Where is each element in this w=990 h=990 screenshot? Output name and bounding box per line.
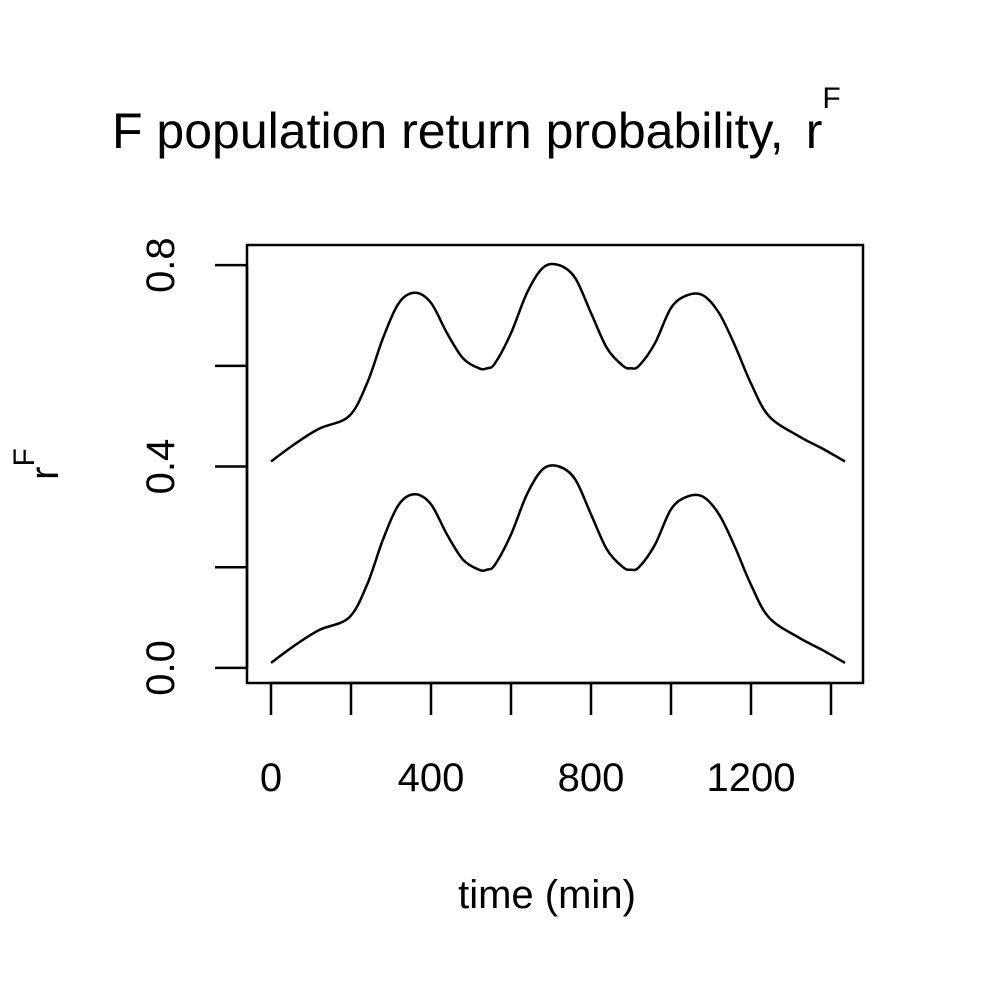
x-tick-label: 400 (398, 756, 465, 800)
y-axis-title-symbol: r (23, 467, 67, 480)
x-axis: 0 400 800 1200 (260, 681, 833, 800)
series-layer (270, 262, 846, 664)
y-axis: 0.0 0.4 0.8 (139, 237, 249, 696)
x-axis-title: time (min) (458, 873, 636, 917)
chart-title-superscript: F (822, 82, 840, 115)
y-axis-title-superscript: F (8, 448, 41, 466)
y-tick-label: 0.8 (139, 237, 183, 293)
y-axis-title: rF (8, 448, 67, 480)
svg-text:rF: rF (8, 448, 67, 480)
chart-title-symbol: r (806, 103, 823, 159)
series-line-2 (270, 464, 846, 664)
x-tick-label: 1200 (707, 756, 796, 800)
series-line-1 (270, 262, 846, 463)
x-tick-label: 0 (260, 756, 282, 800)
chart-title: F population return probability, rF (112, 82, 841, 159)
plot-frame (245, 243, 865, 685)
x-tick-label: 800 (558, 756, 625, 800)
y-tick-label: 0.0 (139, 640, 183, 696)
chart-title-text: F population return probability, (112, 103, 784, 159)
y-tick-label: 0.4 (139, 439, 183, 495)
